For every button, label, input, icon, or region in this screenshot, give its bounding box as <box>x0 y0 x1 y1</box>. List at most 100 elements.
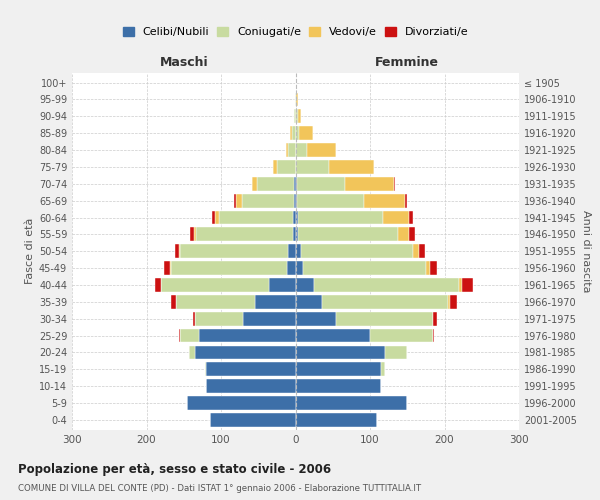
Y-axis label: Fasce di età: Fasce di età <box>25 218 35 284</box>
Bar <box>212 210 215 224</box>
Bar <box>180 244 288 258</box>
Bar <box>296 413 377 427</box>
Bar <box>252 177 257 190</box>
Bar <box>337 312 433 326</box>
Bar <box>205 362 206 376</box>
Bar <box>236 194 242 207</box>
Bar <box>290 126 292 140</box>
Bar <box>288 244 296 258</box>
Bar <box>433 328 434 342</box>
Bar <box>235 194 236 207</box>
Bar <box>296 177 297 190</box>
Bar <box>206 362 296 376</box>
Bar <box>170 261 171 275</box>
Bar <box>187 396 296 410</box>
Bar <box>269 278 296 292</box>
Bar <box>430 261 437 275</box>
Bar <box>296 244 301 258</box>
Bar <box>296 396 407 410</box>
Bar <box>254 295 296 309</box>
Bar <box>409 228 415 241</box>
Bar <box>175 244 179 258</box>
Bar <box>394 177 395 190</box>
Bar <box>413 244 419 258</box>
Bar <box>297 194 364 207</box>
Text: Femmine: Femmine <box>375 56 439 69</box>
Bar <box>179 328 180 342</box>
Bar <box>461 278 473 292</box>
Bar <box>292 126 296 140</box>
Bar <box>296 92 298 106</box>
Bar <box>296 228 298 241</box>
Bar <box>301 244 413 258</box>
Bar <box>171 295 176 309</box>
Bar <box>288 143 296 157</box>
Bar <box>296 362 381 376</box>
Bar <box>176 295 254 309</box>
Bar <box>314 278 460 292</box>
Bar <box>297 177 346 190</box>
Bar <box>409 210 413 224</box>
Bar <box>303 261 426 275</box>
Bar <box>273 160 277 174</box>
Y-axis label: Anni di nascita: Anni di nascita <box>581 210 591 292</box>
Bar <box>385 346 407 360</box>
Bar <box>381 362 385 376</box>
Bar <box>293 228 296 241</box>
Bar <box>450 295 457 309</box>
Bar <box>322 295 448 309</box>
Bar <box>296 278 314 292</box>
Bar <box>296 194 297 207</box>
Bar <box>179 244 180 258</box>
Bar <box>296 295 322 309</box>
Bar <box>244 312 296 326</box>
Bar <box>296 261 303 275</box>
Bar <box>189 346 195 360</box>
Bar <box>287 261 296 275</box>
Bar <box>398 228 409 241</box>
Bar <box>294 110 296 124</box>
Bar <box>383 210 409 224</box>
Bar <box>196 228 293 241</box>
Bar <box>298 210 383 224</box>
Bar <box>296 143 307 157</box>
Bar <box>364 194 405 207</box>
Bar <box>295 92 296 106</box>
Bar <box>426 261 430 275</box>
Bar <box>299 126 313 140</box>
Bar <box>206 379 296 393</box>
Bar <box>307 143 337 157</box>
Bar <box>242 194 294 207</box>
Legend: Celibi/Nubili, Coniugati/e, Vedovi/e, Divorziati/e: Celibi/Nubili, Coniugati/e, Vedovi/e, Di… <box>121 24 470 40</box>
Bar <box>161 278 269 292</box>
Bar <box>448 295 450 309</box>
Bar <box>190 228 194 241</box>
Bar <box>277 160 296 174</box>
Bar <box>296 126 299 140</box>
Bar <box>296 210 298 224</box>
Bar <box>215 210 219 224</box>
Bar <box>195 346 296 360</box>
Bar <box>193 312 195 326</box>
Bar <box>370 328 433 342</box>
Bar <box>199 328 296 342</box>
Bar <box>164 261 170 275</box>
Bar <box>219 210 293 224</box>
Bar <box>296 110 298 124</box>
Bar <box>329 160 374 174</box>
Bar <box>210 413 296 427</box>
Bar <box>180 328 199 342</box>
Bar <box>296 346 385 360</box>
Bar <box>296 160 329 174</box>
Bar <box>419 244 425 258</box>
Bar <box>296 328 370 342</box>
Bar <box>296 312 337 326</box>
Text: Popolazione per età, sesso e stato civile - 2006: Popolazione per età, sesso e stato civil… <box>18 462 331 475</box>
Bar <box>433 312 437 326</box>
Bar <box>293 210 296 224</box>
Bar <box>171 261 287 275</box>
Bar <box>155 278 161 292</box>
Bar <box>346 177 394 190</box>
Bar <box>405 194 407 207</box>
Bar <box>298 228 398 241</box>
